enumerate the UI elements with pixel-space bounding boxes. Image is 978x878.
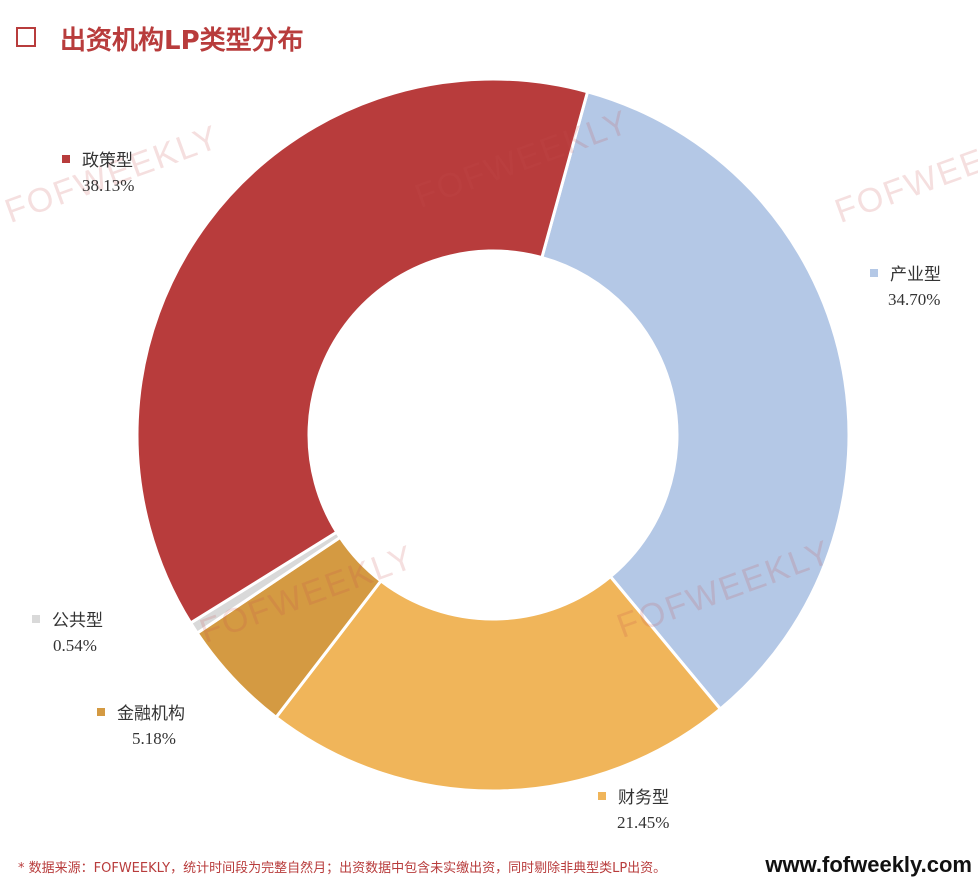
website-label: www.fofweekly.com <box>765 852 972 878</box>
footnote: * 数据来源：FOFWEEKLY，统计时间段为完整自然月；出资数据中包含未实缴出… <box>18 861 667 876</box>
legend-item-industry: 产业型 <box>870 264 941 286</box>
donut-slice-0 <box>135 77 590 626</box>
donut-slices <box>135 77 851 793</box>
data-label: 38.13% <box>82 176 135 195</box>
square-bullet-icon <box>16 27 36 47</box>
donut-slice-2 <box>273 574 723 793</box>
donut-slice-1 <box>540 89 851 712</box>
legend-label: 公共型 <box>52 611 103 631</box>
data-label: 34.70% <box>888 290 941 309</box>
legend-item-financial-institution: 金融机构 <box>97 703 185 725</box>
legend-label: 政策型 <box>82 151 133 171</box>
legend-label: 产业型 <box>890 265 941 285</box>
data-label: 21.45% <box>617 813 670 832</box>
legend-swatch <box>598 792 606 800</box>
legend-label: 金融机构 <box>117 704 185 724</box>
legend-swatch <box>870 269 878 277</box>
legend-swatch <box>97 708 105 716</box>
chart-title-row: 出资机构LP类型分布 <box>16 20 304 57</box>
legend-item-policy: 政策型 <box>62 150 133 172</box>
legend-item-financial: 财务型 <box>598 787 669 809</box>
chart-title: 出资机构LP类型分布 <box>60 26 304 56</box>
legend-label: 财务型 <box>618 788 669 808</box>
legend-item-public: 公共型 <box>32 610 103 632</box>
data-label: 0.54% <box>53 636 97 655</box>
legend-swatch <box>32 615 40 623</box>
data-label: 5.18% <box>132 729 176 748</box>
legend-swatch <box>62 155 70 163</box>
